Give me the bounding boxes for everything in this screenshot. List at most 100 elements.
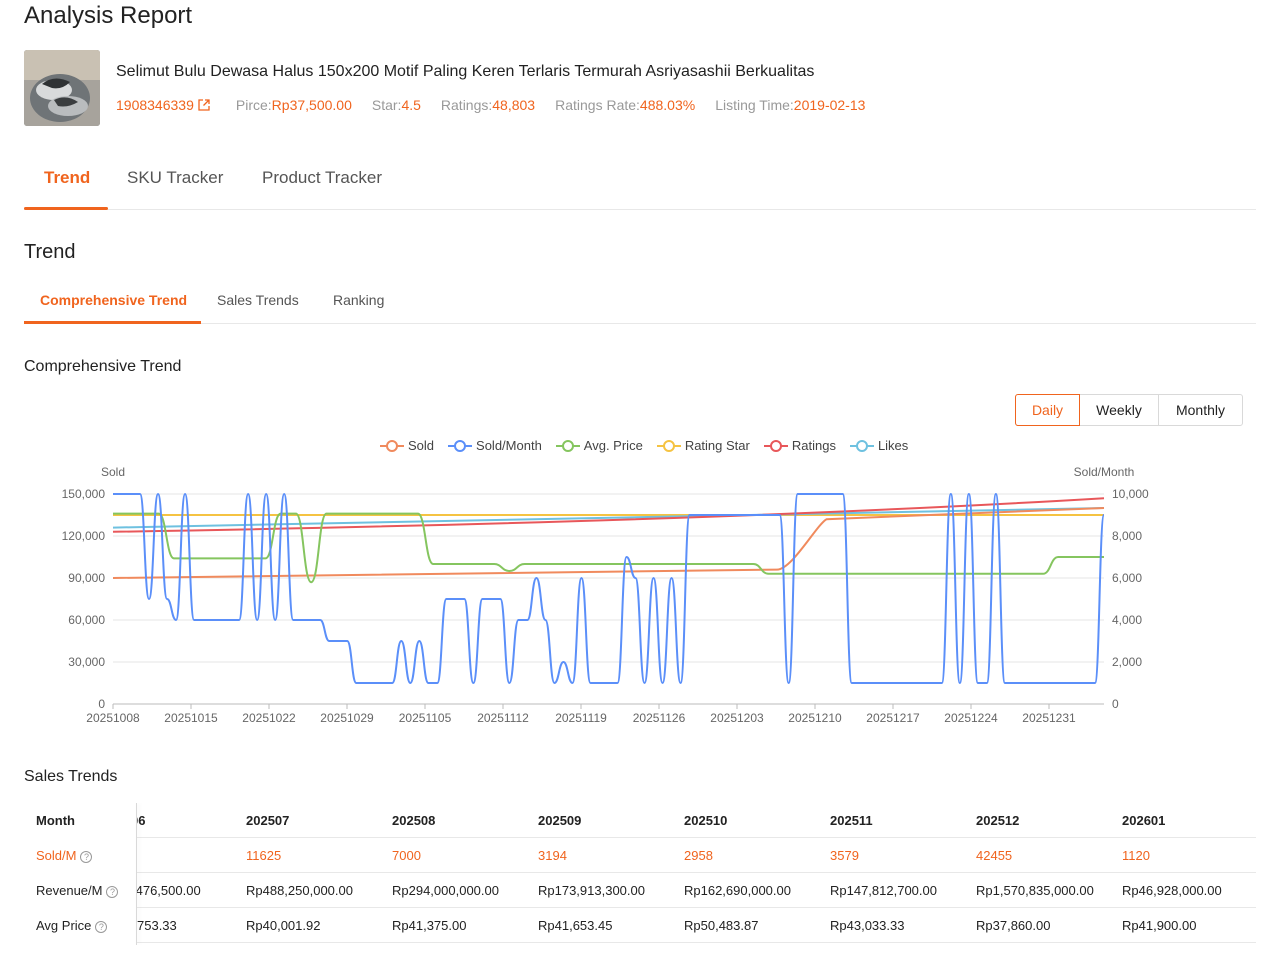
- x-tick-label: 20251210: [788, 711, 842, 725]
- product-thumbnail[interactable]: [24, 50, 100, 126]
- legend-likes-icon: [849, 439, 874, 453]
- sub-tabs: Comprehensive Trend Sales Trends Ranking: [24, 280, 1256, 324]
- subtab-comprehensive-trend[interactable]: Comprehensive Trend: [40, 292, 188, 308]
- x-tick-label: 20251015: [164, 711, 218, 725]
- product-id: 1908346339: [116, 97, 194, 113]
- month-header-cell: 202510: [684, 813, 728, 828]
- month-header-cell: 202511: [830, 813, 873, 828]
- x-tick-label: 20251231: [1022, 711, 1076, 725]
- legend-likes[interactable]: Likes: [849, 438, 908, 453]
- ratings-line: [112, 497, 1105, 533]
- sales-trends-title: Sales Trends: [24, 768, 118, 785]
- star-label: Star:: [371, 97, 402, 113]
- legend-ratings[interactable]: Ratings: [763, 438, 836, 453]
- sold-row-label: Sold/M?: [24, 838, 136, 873]
- weekly-button[interactable]: Weekly: [1079, 394, 1159, 426]
- legend-avg-price-icon: [555, 439, 580, 453]
- legend-sold-icon: [380, 439, 404, 453]
- tab-sku-tracker[interactable]: SKU Tracker: [127, 168, 224, 187]
- month-header-cell: 202601: [1122, 813, 1166, 828]
- help-icon[interactable]: ?: [80, 850, 93, 863]
- month-header-cell: 202509: [538, 813, 582, 828]
- left-tick-label: 90,000: [68, 571, 105, 585]
- sticky-column-divider: [136, 803, 137, 945]
- price-label: Pirce:: [235, 97, 272, 113]
- ratings-rate-value: 488.03%: [639, 97, 696, 113]
- x-tick-label: 20251119: [555, 711, 607, 725]
- tab-product-tracker[interactable]: Product Tracker: [262, 168, 382, 187]
- revenue-cell: Rp1,570,835,000.00: [976, 883, 1094, 898]
- avg-price-cell: Rp41,900.00: [1122, 918, 1197, 933]
- x-tick-label: 20251217: [866, 711, 920, 725]
- sales-trends-table: Month 06 202507 202508 202509 202510 202…: [24, 803, 1256, 945]
- subtab-ranking[interactable]: Ranking: [333, 292, 385, 308]
- chart-legend: Sold Sold/Month Avg. Price Rating Star R…: [380, 438, 922, 453]
- right-tick-label: 8,000: [1112, 529, 1142, 543]
- sold-cell: 7000: [392, 848, 421, 863]
- month-header-cell: 202508: [392, 813, 436, 828]
- x-tick-label: 20251203: [710, 711, 764, 725]
- tab-trend[interactable]: Trend: [44, 168, 91, 187]
- daily-button[interactable]: Daily: [1015, 394, 1080, 426]
- help-icon[interactable]: ?: [95, 920, 108, 933]
- table-row-sold: Sold/M? 11625 7000 3194 2958 3579 42455 …: [24, 838, 1256, 873]
- revenue-cell: Rp488,250,000.00: [246, 883, 353, 898]
- product-id-link[interactable]: 1908346339: [116, 97, 210, 113]
- help-icon[interactable]: ?: [106, 885, 119, 898]
- x-tick-label: 20251112: [477, 711, 529, 725]
- legend-ratings-icon: [763, 439, 788, 453]
- legend-rating-star-icon: [656, 439, 681, 453]
- product-meta: 1908346339 Pirce: Rp37,500.00 Star: 4.5 …: [116, 97, 885, 113]
- revenue-cell: Rp46,928,000.00: [1122, 883, 1222, 898]
- subtab-sales-trends[interactable]: Sales Trends: [217, 292, 299, 308]
- right-tick-label: 0: [1112, 697, 1119, 711]
- revenue-row-label: Revenue/M?: [24, 873, 136, 908]
- partial-avg-price-cell: 753.33: [137, 918, 177, 933]
- left-axis-label: Sold: [101, 465, 125, 479]
- section-title: Trend: [24, 241, 76, 263]
- revenue-cell: Rp147,812,700.00: [830, 883, 937, 898]
- revenue-cell: Rp173,913,300.00: [538, 883, 645, 898]
- left-tick-label: 0: [98, 697, 105, 711]
- left-tick-label: 30,000: [68, 655, 105, 669]
- month-header-cell: 202507: [246, 813, 290, 828]
- table-row-revenue: Revenue/M? ,476,500.00 Rp488,250,000.00 …: [24, 873, 1256, 908]
- left-tick-label: 60,000: [68, 613, 105, 627]
- revenue-cell: Rp294,000,000.00: [392, 883, 499, 898]
- avg-price-row-label: Avg Price?: [24, 908, 136, 943]
- period-selector: Daily Weekly Monthly: [1015, 394, 1243, 426]
- avg-price-cell: Rp40,001.92: [246, 918, 321, 933]
- sold-cell: 3579: [830, 848, 859, 863]
- product-name: Selimut Bulu Dewasa Halus 150x200 Motif …: [116, 63, 815, 80]
- ratings-value: 48,803: [492, 97, 536, 113]
- chart-title: Comprehensive Trend: [24, 358, 182, 375]
- left-tick-label: 150,000: [62, 487, 106, 501]
- external-link-icon: [198, 99, 210, 111]
- sold-cell: 1120: [1122, 848, 1150, 863]
- table-row-avg-price: Avg Price? 753.33 Rp40,001.92 Rp41,375.0…: [24, 908, 1256, 943]
- x-tick-label: 20251008: [86, 711, 140, 725]
- avg-price-cell: Rp50,483.87: [684, 918, 759, 933]
- month-header: Month: [24, 803, 136, 838]
- legend-sold-month-icon: [448, 439, 473, 453]
- sold-cell: 2958: [684, 848, 713, 863]
- sold-cell: 11625: [246, 848, 282, 863]
- monthly-button[interactable]: Monthly: [1158, 394, 1243, 426]
- legend-rating-star[interactable]: Rating Star: [656, 438, 750, 453]
- sold-month-line: [113, 492, 1105, 685]
- legend-avg-price[interactable]: Avg. Price: [555, 438, 643, 453]
- page-title: Analysis Report: [24, 2, 193, 29]
- right-tick-label: 6,000: [1112, 571, 1142, 585]
- trend-chart: 150,000 10,000 120,000 8,000 90,000 6,000 60,0…: [62, 465, 1149, 725]
- legend-sold-month[interactable]: Sold/Month: [448, 438, 542, 453]
- table-header-row: Month 06 202507 202508 202509 202510 202…: [24, 803, 1256, 838]
- active-tab-indicator: [24, 207, 108, 210]
- legend-sold[interactable]: Sold: [380, 438, 434, 453]
- sold-line: [112, 507, 1105, 579]
- product-image: [24, 50, 100, 126]
- left-tick-label: 120,000: [62, 529, 106, 543]
- right-tick-label: 2,000: [1112, 655, 1142, 669]
- main-tabs: Trend SKU Tracker Product Tracker: [24, 148, 1256, 210]
- right-tick-label: 4,000: [1112, 613, 1142, 627]
- x-tick-label: 20251105: [399, 711, 452, 725]
